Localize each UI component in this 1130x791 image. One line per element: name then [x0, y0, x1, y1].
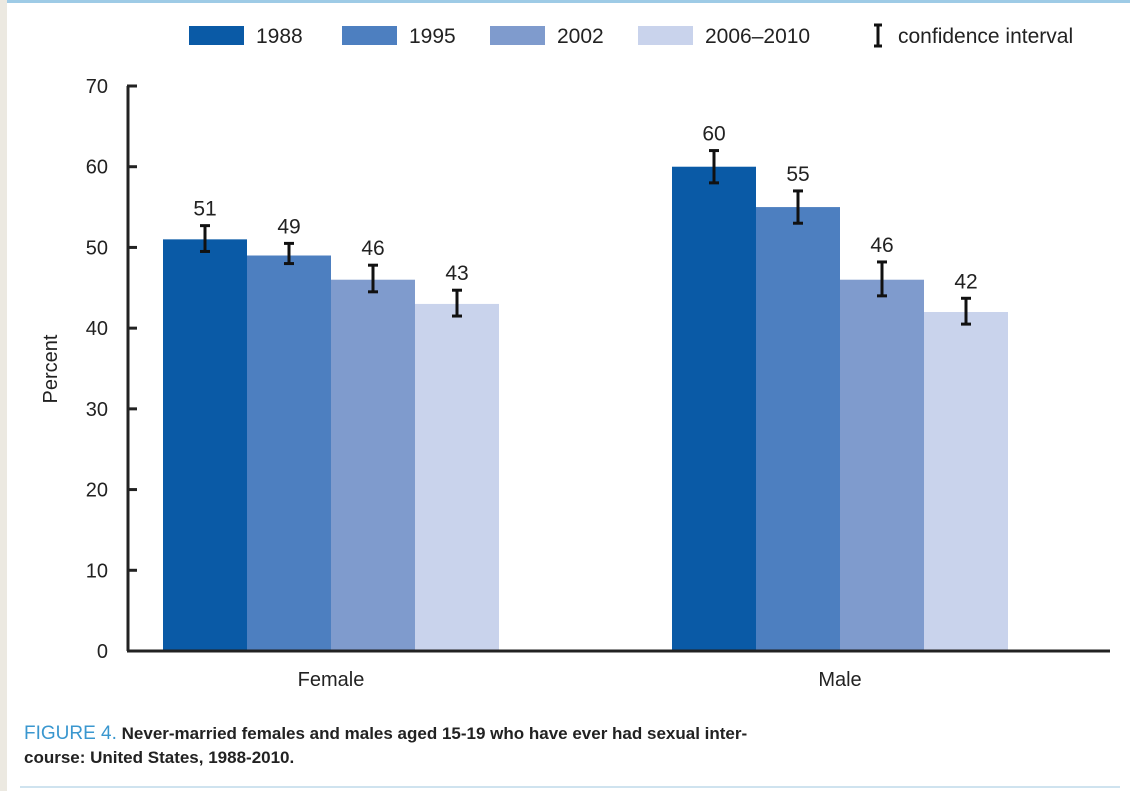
bar: [672, 166, 756, 651]
legend-label: 1988: [256, 25, 303, 48]
bar-chart: 1988 1995 2002 2006–2010 confidence interval…: [40, 23, 1110, 691]
y-tick-label: 70: [86, 76, 108, 98]
legend-swatch: [342, 26, 397, 45]
bottom-rule: [20, 786, 1120, 788]
confidence-interval: [961, 296, 971, 326]
confidence-interval: [877, 260, 887, 298]
bar-value-label: 49: [277, 215, 300, 238]
bar: [247, 255, 331, 651]
y-tick-label: 10: [86, 560, 108, 582]
bar-value-label: 46: [870, 234, 893, 257]
legend-item: 1995: [342, 25, 456, 48]
legend-swatch: [638, 26, 693, 45]
bars: 51 49 46 43 60 55 46 42: [163, 123, 1008, 652]
figure-caption: FIGURE 4. Never-married females and male…: [24, 722, 1114, 770]
legend-swatch: [189, 26, 244, 45]
bar: [163, 239, 247, 651]
x-category-label: Female: [298, 669, 365, 691]
bar: [331, 279, 415, 651]
confidence-interval: [452, 288, 462, 318]
legend-item: 2006–2010: [638, 25, 810, 48]
y-tick-label: 50: [86, 237, 108, 259]
x-category-label: Male: [818, 669, 861, 691]
bar: [415, 303, 499, 651]
y-tick-label: 20: [86, 480, 108, 502]
legend-label: 1995: [409, 25, 456, 48]
confidence-interval: [368, 263, 378, 294]
y-tick-label: 30: [86, 399, 108, 421]
confidence-interval: [200, 224, 210, 253]
top-rule: [7, 0, 1130, 3]
confidence-interval: [793, 189, 803, 225]
bar-value-label: 60: [702, 123, 725, 146]
bar-value-label: 43: [445, 262, 468, 285]
bar-value-label: 46: [361, 237, 384, 260]
y-axis-label: Percent: [40, 334, 62, 403]
y-tick-label: 40: [86, 318, 108, 340]
bar: [756, 207, 840, 652]
y-tick-label: 0: [97, 641, 108, 663]
y-axis: 0 10 20 30 40 50 60 70 Percent: [40, 76, 137, 663]
confidence-interval: [709, 149, 719, 185]
legend: 1988 1995 2002 2006–2010 confidence interval: [189, 23, 1073, 48]
confidence-interval: [284, 241, 294, 266]
bar-value-label: 51: [193, 198, 216, 221]
left-border-strip: [0, 0, 7, 791]
y-tick-label: 60: [86, 157, 108, 179]
legend-label: 2006–2010: [705, 25, 810, 48]
bar-value-label: 42: [954, 270, 977, 293]
bar: [840, 279, 924, 651]
legend-item: 1988: [189, 25, 303, 48]
caption-line-1: Never-married females and males aged 15-…: [121, 724, 748, 743]
bar: [924, 312, 1008, 651]
caption-line-2: course: United States, 1988-2010.: [24, 748, 295, 767]
legend-label-ci: confidence interval: [898, 25, 1073, 48]
x-axis: Female Male: [128, 649, 1110, 691]
legend-label: 2002: [557, 25, 604, 48]
figure-label: FIGURE 4.: [24, 723, 117, 744]
legend-item-ci: confidence interval: [874, 23, 1073, 48]
legend-item: 2002: [490, 25, 604, 48]
bar-value-label: 55: [786, 163, 809, 186]
legend-swatch: [490, 26, 545, 45]
